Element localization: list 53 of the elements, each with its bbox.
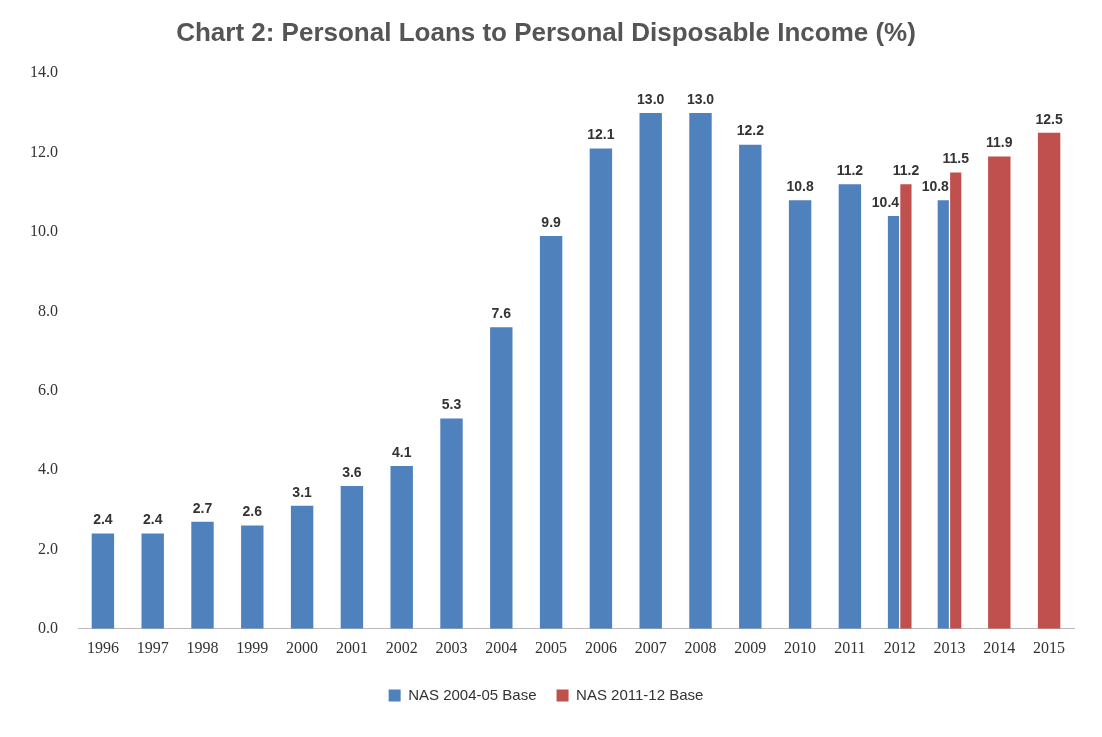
x-tick-label: 2013 <box>933 638 966 656</box>
x-tick-label: 1996 <box>86 638 119 656</box>
y-tick-label: 8.0 <box>38 301 58 319</box>
data-label: 11.9 <box>986 134 1013 151</box>
data-label: 10.8 <box>786 178 814 195</box>
x-tick-label: 2006 <box>584 638 617 656</box>
chart-title: Chart 2: Personal Loans to Personal Disposable Income (%) <box>176 16 916 47</box>
data-label: 12.5 <box>1035 110 1063 127</box>
data-label: 13.0 <box>637 90 665 107</box>
x-tick-label: 2008 <box>684 638 717 656</box>
data-label: 10.8 <box>921 178 950 195</box>
y-tick-label: 0.0 <box>38 619 58 636</box>
x-tick-label: 2004 <box>485 638 518 656</box>
x-tick-label: 2010 <box>784 638 817 656</box>
data-label: 10.4 <box>871 193 900 210</box>
data-label: 2.6 <box>242 503 263 520</box>
x-tick-label: 2005 <box>535 638 568 656</box>
y-tick-label: 10.0 <box>30 222 58 240</box>
y-tick-label: 4.0 <box>38 460 58 478</box>
legend-label: NAS 2004-05 Base <box>408 685 537 703</box>
x-tick-label: 2009 <box>734 638 767 656</box>
y-tick-label: 14.0 <box>30 63 58 81</box>
data-label: 3.6 <box>342 463 362 480</box>
x-tick-label: 2007 <box>634 638 667 656</box>
data-label: 4.1 <box>391 443 412 460</box>
data-label: 3.1 <box>292 483 313 500</box>
data-label: 11.2 <box>836 162 864 179</box>
x-tick-label: 2001 <box>335 638 368 656</box>
data-label: 2.7 <box>192 499 213 516</box>
x-tick-label: 2012 <box>883 638 916 656</box>
data-label: 12.2 <box>736 122 765 139</box>
data-label: 5.3 <box>441 396 462 413</box>
data-label: 13.0 <box>686 90 715 107</box>
legend-label: NAS 2011-12 Base <box>576 685 704 703</box>
y-tick-label: 12.0 <box>30 142 58 160</box>
data-label: 2.4 <box>93 511 113 528</box>
x-tick-label: 2003 <box>435 638 468 656</box>
data-label: 12.1 <box>587 126 615 143</box>
y-tick-label: 6.0 <box>38 380 58 398</box>
data-label: 11.5 <box>942 150 970 167</box>
data-label: 7.6 <box>491 305 512 322</box>
data-label: 9.9 <box>541 213 562 230</box>
x-tick-label: 1998 <box>186 638 219 656</box>
x-tick-label: 1999 <box>236 638 269 656</box>
x-tick-label: 2011 <box>834 638 866 656</box>
data-label: 11.2 <box>892 162 920 179</box>
x-tick-label: 2002 <box>385 638 418 656</box>
x-tick-label: 1997 <box>136 638 169 656</box>
y-tick-label: 2.0 <box>38 539 58 557</box>
x-tick-label: 2000 <box>286 638 319 656</box>
x-tick-label: 2015 <box>1033 638 1066 656</box>
x-tick-label: 2014 <box>983 638 1016 656</box>
data-label: 2.4 <box>142 511 163 528</box>
